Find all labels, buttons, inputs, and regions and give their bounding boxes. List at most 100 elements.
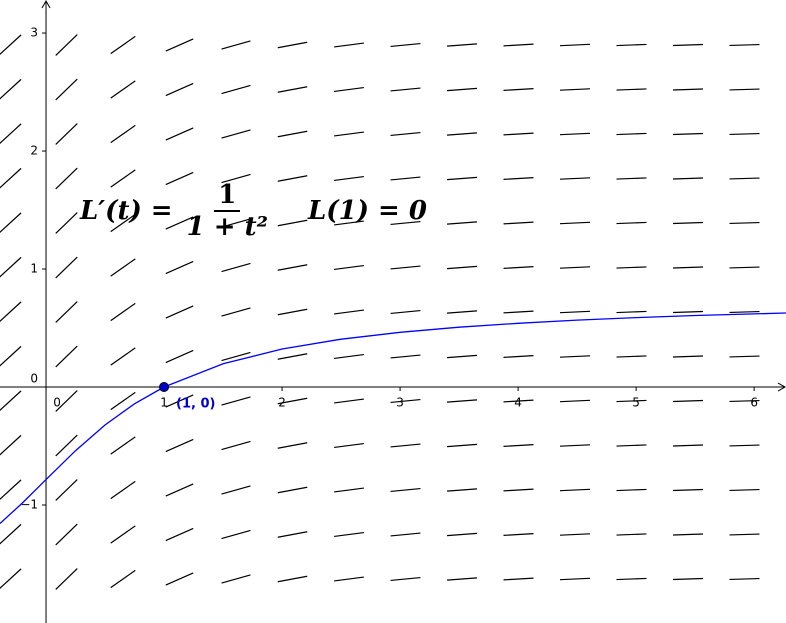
slope-segment	[277, 219, 308, 227]
slope-segment	[334, 353, 364, 360]
slope-segment	[165, 438, 194, 453]
slope-segment	[446, 488, 478, 492]
slope-segment	[110, 80, 136, 99]
slope-segment	[729, 488, 760, 492]
slope-segment	[334, 442, 364, 449]
x-tick-label: 1	[160, 396, 168, 410]
slope-segment	[221, 40, 251, 50]
slope-segment	[0, 212, 22, 233]
slope-segment	[165, 260, 194, 275]
x-tick-label: 6	[750, 396, 758, 410]
slope-segment	[729, 177, 760, 180]
slope-segment	[0, 34, 22, 55]
point	[159, 382, 170, 393]
slope-segment	[277, 308, 308, 316]
slope-segment	[110, 525, 136, 544]
slope-segment	[729, 310, 760, 314]
slope-segment	[559, 221, 591, 225]
slope-segment	[277, 397, 308, 405]
slope-segment	[110, 302, 136, 322]
slope-segment	[55, 212, 78, 234]
slope-segment	[221, 440, 251, 451]
slope-segment	[0, 167, 22, 189]
slope-segment	[334, 487, 364, 493]
slope-segment	[0, 434, 22, 456]
slope-segment	[559, 355, 591, 358]
slope-segment	[390, 309, 421, 315]
slope-segment	[616, 533, 647, 536]
slope-segment	[672, 88, 704, 91]
slope-segment	[0, 479, 22, 500]
slope-segment	[55, 345, 78, 368]
slope-segment	[616, 355, 647, 358]
slope-segment	[446, 310, 478, 314]
slope-segment	[110, 169, 136, 188]
slope-segment	[390, 354, 421, 359]
x-tick-label: 3	[396, 396, 404, 410]
slope-segment	[110, 569, 136, 589]
slope-segment	[446, 176, 478, 181]
slope-segment	[110, 124, 136, 144]
slope-segment	[672, 310, 704, 314]
slope-segment	[503, 43, 534, 47]
slope-segment	[559, 310, 591, 314]
slope-segment	[559, 399, 591, 403]
slope-segment	[390, 220, 421, 226]
x-axis-arrow	[777, 382, 786, 392]
y-tick-label: 3	[30, 26, 38, 40]
slope-segment	[729, 355, 760, 358]
slope-segment	[729, 399, 760, 403]
slope-segment	[334, 175, 364, 182]
slope-segment	[221, 173, 251, 184]
slope-segment	[55, 523, 78, 546]
slope-segment	[616, 266, 647, 269]
slope-segment	[672, 355, 704, 358]
slope-segment	[616, 177, 647, 180]
slope-segment	[616, 221, 647, 225]
slope-segment	[110, 347, 136, 366]
slope-segment	[503, 310, 534, 314]
slope-segment	[446, 132, 478, 136]
slope-segment	[390, 87, 421, 92]
slope-segment	[165, 38, 194, 52]
slope-segment	[221, 396, 251, 406]
slope-segment	[729, 533, 760, 536]
slope-segment	[221, 262, 251, 273]
slope-segment	[334, 264, 364, 271]
slope-segment	[55, 568, 78, 590]
slope-segment	[503, 266, 534, 269]
fraction: 1 1 + t²	[183, 180, 272, 242]
slope-segment	[55, 256, 78, 279]
slope-segment	[559, 266, 591, 269]
curve	[0, 312, 786, 524]
slope-segment	[729, 221, 760, 225]
slope-segment	[0, 123, 22, 144]
slope-segment	[390, 443, 421, 448]
y-tick-label: 2	[30, 144, 38, 158]
slope-segment	[503, 88, 534, 91]
slope-segment	[446, 532, 478, 537]
slope-segment	[503, 444, 534, 447]
denominator: 1 + t²	[186, 212, 268, 242]
slope-segment	[277, 575, 308, 583]
slope-segment	[165, 305, 194, 319]
slope-segment	[165, 127, 194, 141]
slope-segment	[616, 132, 647, 136]
slope-segment	[503, 533, 534, 536]
slope-segment	[0, 390, 22, 411]
y-tick-label: −1	[20, 498, 38, 512]
slope-segment	[221, 529, 251, 540]
slope-segment	[277, 264, 308, 271]
slope-segment	[390, 532, 421, 537]
slope-segment	[165, 216, 194, 230]
slope-segment	[277, 86, 308, 93]
slope-segment	[559, 88, 591, 91]
slope-segment	[277, 531, 308, 538]
slope-segment	[503, 488, 534, 492]
slope-segment	[729, 577, 760, 581]
slope-segment	[446, 577, 478, 581]
slope-segment	[503, 355, 534, 358]
slope-segment	[110, 436, 136, 455]
slope-segment	[503, 221, 534, 225]
slope-segment	[334, 86, 364, 93]
